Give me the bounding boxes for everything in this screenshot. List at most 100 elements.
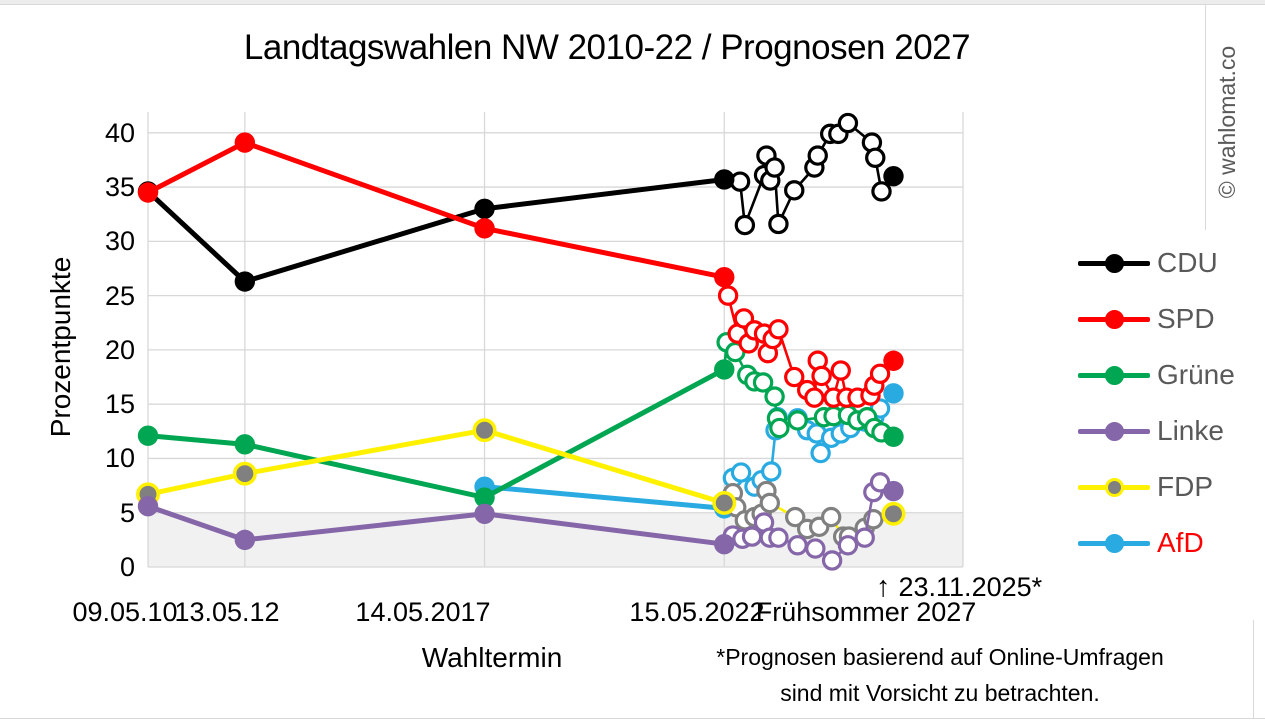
latest-poll-date: 23.11.2025* — [898, 572, 1043, 602]
x-tick-label: Frühsommer 2027 — [755, 597, 977, 627]
footnote: *Prognosen basierend auf Online-Umfragen… — [700, 639, 1180, 711]
sheet-gridline-horizontal — [0, 718, 1265, 719]
poll-marker — [820, 506, 842, 528]
election-marker — [137, 496, 159, 517]
series-CDU — [137, 112, 904, 292]
poll-marker — [717, 285, 739, 306]
election-marker — [234, 271, 256, 292]
election-line — [146, 176, 725, 285]
legend-label: CDU — [1157, 247, 1218, 278]
watermark: © wahlomat.co — [1214, 45, 1240, 199]
y-tick-label: 20 — [104, 335, 135, 365]
election-line — [146, 139, 725, 280]
legend-label: SPD — [1157, 303, 1215, 334]
election-line — [484, 484, 725, 511]
prognosis-marker — [883, 480, 904, 502]
x-tick-label: 09.05.10 — [72, 597, 178, 627]
legend-line-sample — [1078, 253, 1150, 273]
poll-marker — [811, 365, 832, 387]
sheet-gridline-vertical — [1253, 620, 1254, 718]
y-tick-label: 15 — [104, 389, 135, 419]
legend-dot-icon — [1105, 253, 1124, 273]
poll-marker — [821, 550, 843, 571]
y-tick-label: 25 — [104, 281, 135, 311]
poll-marker — [764, 386, 785, 407]
poll-marker — [865, 147, 886, 168]
election-marker — [232, 461, 257, 486]
y-tick-label: 30 — [104, 226, 135, 256]
up-arrow-icon: ↑ — [876, 571, 891, 603]
legend-label: Grüne — [1157, 359, 1235, 390]
x-tick-label: 15.05.2022 — [629, 597, 765, 627]
poll-marker — [768, 319, 789, 340]
poll-marker — [734, 214, 756, 236]
legend-line-sample — [1078, 421, 1150, 441]
poll-marker — [830, 360, 851, 381]
x-tick-label: 14.05.2017 — [355, 597, 491, 627]
poll-marker — [785, 506, 806, 528]
election-marker — [137, 182, 159, 203]
poll-marker — [837, 535, 859, 556]
election-marker — [714, 534, 735, 555]
x-axis-title: Wahltermin — [421, 642, 563, 673]
election-line — [147, 503, 725, 547]
poll-marker — [752, 372, 774, 393]
election-marker — [714, 359, 735, 380]
election-marker — [234, 132, 256, 153]
election-marker — [474, 218, 495, 239]
poll-marker — [804, 387, 825, 408]
sheet-gridline-vertical — [1205, 5, 1206, 230]
legend-item-gruene: Grüne — [1078, 361, 1235, 389]
legend-line-sample — [1078, 365, 1150, 385]
latest-poll-annotation: ↑ 23.11.2025* — [876, 571, 1042, 604]
legend-item-fdp: FDP — [1078, 473, 1213, 501]
prognosis-marker — [881, 501, 906, 526]
poll-marker — [784, 366, 805, 388]
election-line — [147, 367, 726, 501]
y-tick-label: 5 — [119, 498, 135, 528]
election-marker — [474, 503, 495, 525]
chart-title: Landtagswahlen NW 2010-22 / Prognosen 20… — [243, 28, 971, 67]
sheet-top-edge — [0, 0, 1265, 5]
poll-marker — [764, 157, 785, 178]
footnote-line1: *Prognosen basierend auf Online-Umfragen — [716, 644, 1164, 670]
poll-marker — [807, 145, 828, 166]
legend-label: FDP — [1157, 471, 1213, 502]
election-marker — [714, 266, 735, 288]
election-marker — [137, 425, 159, 446]
legend-dot-icon — [1105, 477, 1124, 497]
poll-marker — [810, 442, 831, 464]
legend-dot-icon — [1105, 365, 1124, 385]
poll-marker — [768, 527, 789, 548]
prognosis-marker — [883, 426, 904, 447]
election-marker — [474, 487, 495, 508]
poll-marker — [837, 112, 859, 134]
prognosis-marker — [883, 166, 904, 187]
election-marker — [474, 198, 495, 219]
poll-marker — [768, 213, 789, 235]
legend-label: Linke — [1157, 415, 1224, 446]
poll-marker — [784, 180, 805, 201]
poll-marker — [854, 527, 875, 548]
legend-dot-icon — [1105, 421, 1124, 441]
legend-item-spd: SPD — [1078, 305, 1215, 333]
y-tick-label: 40 — [104, 118, 135, 148]
legend-item-linke: Linke — [1078, 417, 1224, 445]
prognosis-marker — [883, 350, 904, 371]
poll-marker — [787, 410, 808, 431]
footnote-line2: sind mit Vorsicht zu betrachten. — [780, 680, 1100, 706]
election-marker — [472, 418, 497, 443]
legend-item-afd: AfD — [1078, 529, 1204, 557]
poll-marker — [787, 535, 808, 556]
election-line — [147, 427, 725, 506]
legend-line-sample — [1078, 477, 1150, 497]
poll-marker — [761, 461, 782, 482]
election-marker — [712, 491, 737, 515]
legend-label: AfD — [1157, 527, 1204, 558]
poll-marker — [759, 492, 780, 514]
prognosis-marker — [883, 383, 904, 404]
series-SPD — [137, 132, 904, 408]
x-tick-label: 13.05.12 — [174, 597, 280, 627]
